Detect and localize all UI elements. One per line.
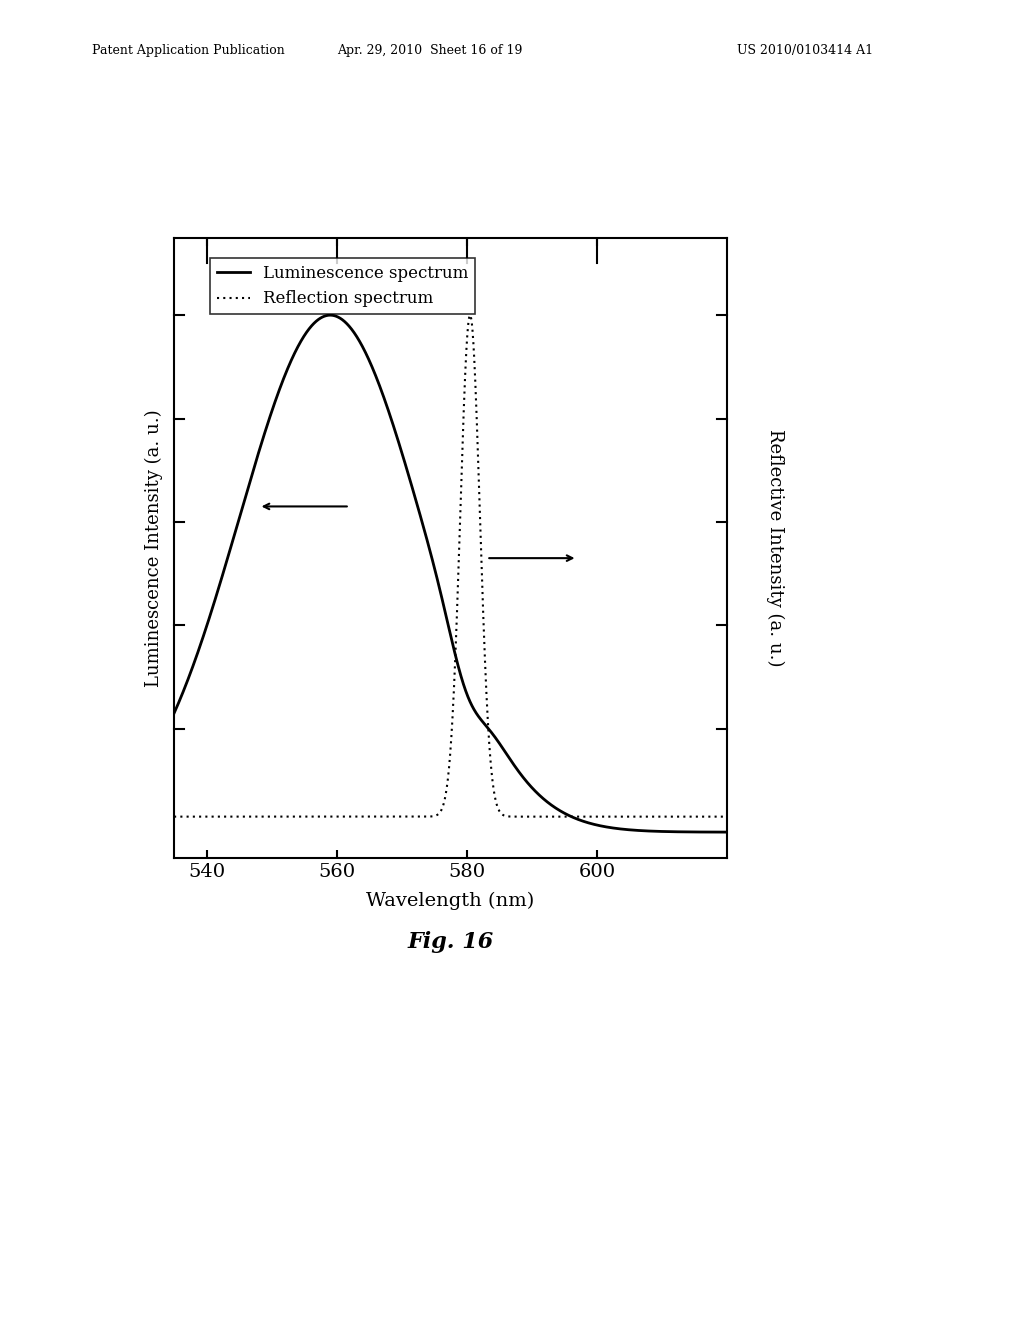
Text: Reflective Intensity (a. u.): Reflective Intensity (a. u.)	[766, 429, 784, 667]
Text: Apr. 29, 2010  Sheet 16 of 19: Apr. 29, 2010 Sheet 16 of 19	[337, 44, 523, 57]
Text: Fig. 16: Fig. 16	[408, 931, 494, 953]
X-axis label: Wavelength (nm): Wavelength (nm)	[367, 892, 535, 911]
Text: US 2010/0103414 A1: US 2010/0103414 A1	[737, 44, 873, 57]
Y-axis label: Luminescence Intensity (a. u.): Luminescence Intensity (a. u.)	[144, 409, 163, 686]
Legend: Luminescence spectrum, Reflection spectrum: Luminescence spectrum, Reflection spectr…	[210, 259, 475, 314]
Text: Patent Application Publication: Patent Application Publication	[92, 44, 285, 57]
